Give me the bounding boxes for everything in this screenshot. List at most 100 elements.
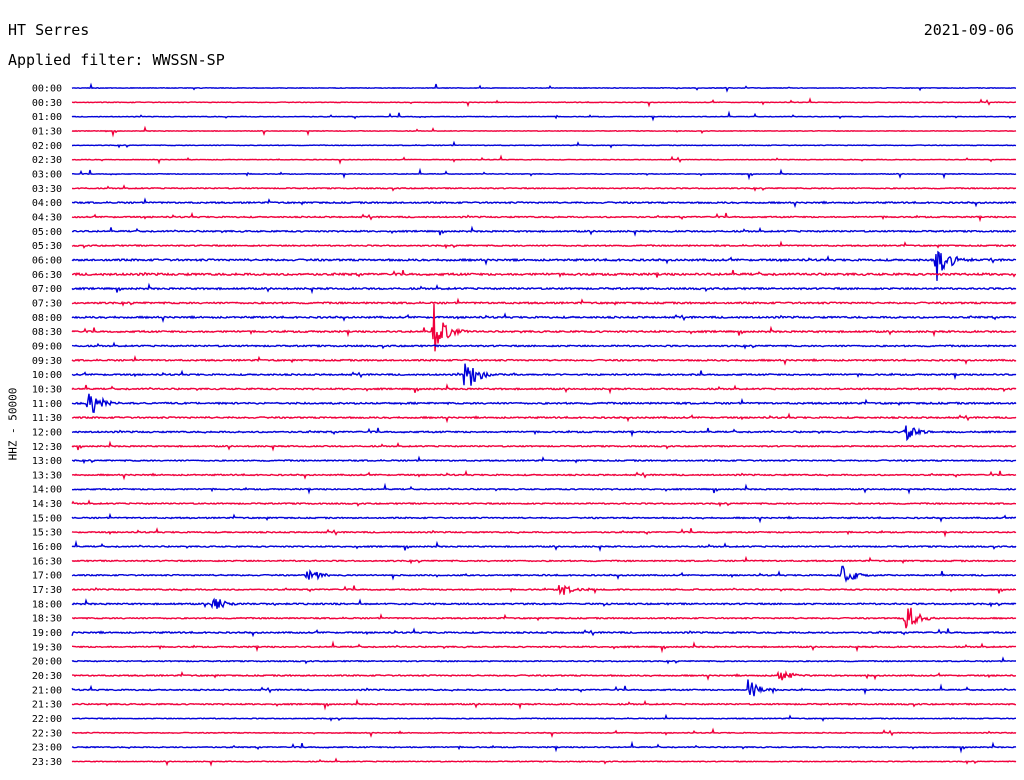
time-tick-label: 13:30 (32, 470, 62, 481)
trace-line (71, 440, 1017, 452)
trace-line (71, 211, 1017, 223)
trace-line (71, 383, 1017, 395)
time-tick-label: 15:00 (32, 513, 62, 524)
trace-line (71, 154, 1017, 165)
time-tick-label: 14:30 (32, 499, 62, 510)
time-tick-label: 06:00 (32, 255, 62, 266)
trace-line (71, 354, 1017, 366)
trace-line (71, 482, 1017, 495)
time-tick-label: 09:00 (32, 341, 62, 352)
date-label: 2021-09-06 (923, 21, 1014, 39)
time-tick-label: 18:00 (32, 599, 62, 610)
trace-line (71, 250, 1017, 281)
trace-line (71, 597, 1017, 610)
time-tick-label: 07:00 (32, 284, 62, 295)
trace-line (71, 607, 1017, 629)
trace-line (71, 727, 1017, 738)
time-tick-label: 01:00 (32, 112, 62, 123)
time-tick-label: 06:30 (32, 270, 62, 281)
time-tick-label: 10:30 (32, 384, 62, 395)
time-tick-label: 05:00 (32, 227, 62, 238)
trace-line (71, 97, 1017, 108)
trace-line (71, 184, 1017, 192)
time-tick-label: 03:00 (32, 169, 62, 180)
trace-line (72, 670, 1016, 681)
trace-line (71, 679, 1017, 697)
time-tick-label: 16:30 (32, 556, 62, 567)
trace-line (71, 713, 1016, 722)
trace-line (72, 140, 1017, 149)
trace-line (71, 555, 1017, 565)
time-tick-label: 16:00 (32, 542, 62, 553)
time-tick-label: 12:30 (32, 442, 62, 453)
trace-line (71, 167, 1017, 181)
trace-line (71, 499, 1016, 508)
trace-line (72, 640, 1017, 654)
time-tick-label: 13:00 (32, 456, 62, 467)
time-tick-label: 20:30 (32, 671, 62, 682)
time-tick-label: 01:30 (32, 126, 62, 137)
time-tick-label: 08:30 (32, 327, 62, 338)
trace-line (71, 341, 1017, 350)
trace-line (71, 469, 1017, 481)
trace-line (71, 527, 1017, 538)
trace-line (71, 225, 1017, 237)
trace-line (71, 282, 1017, 295)
time-tick-label: 17:30 (32, 585, 62, 596)
trace-line (71, 412, 1017, 424)
trace-line (71, 565, 1017, 583)
time-tick-label: 23:30 (32, 757, 62, 768)
time-tick-label: 08:00 (32, 313, 62, 324)
trace-line (71, 312, 1017, 324)
time-tick-label: 00:30 (32, 98, 62, 109)
trace-line (71, 656, 1016, 665)
time-tick-label: 11:00 (32, 399, 62, 410)
trace-line (71, 82, 1017, 93)
time-tick-label: 15:30 (32, 528, 62, 539)
time-tick-label: 22:00 (32, 714, 62, 725)
trace-line (71, 627, 1017, 638)
time-tick-label: 00:00 (32, 84, 62, 95)
time-tick-label: 19:00 (32, 628, 62, 639)
trace-line (71, 240, 1017, 250)
time-tick-label: 07:30 (32, 298, 62, 309)
time-tick-label: 21:00 (32, 685, 62, 696)
trace-line (71, 110, 1017, 122)
time-tick-label: 18:30 (32, 614, 62, 625)
time-tick-label: 23:00 (32, 743, 62, 754)
time-tick-label: 02:30 (32, 155, 62, 166)
time-tick-label: 02:00 (32, 141, 62, 152)
time-tick-label: 12:00 (32, 427, 62, 438)
trace-line (71, 455, 1017, 465)
station-title: HT Serres (8, 21, 90, 39)
time-tick-label: 19:30 (32, 642, 62, 653)
time-tick-label: 03:30 (32, 184, 62, 195)
trace-line (71, 740, 1017, 754)
time-tick-label: 09:30 (32, 356, 62, 367)
trace-line (71, 512, 1017, 524)
trace-line (71, 393, 1017, 414)
filter-label: Applied filter: WWSSN-SP (8, 51, 225, 69)
trace-line (72, 269, 1017, 278)
trace-line (71, 698, 1017, 711)
trace-line (71, 197, 1017, 209)
time-tick-label: 14:00 (32, 485, 62, 496)
trace-line (71, 125, 1017, 138)
time-tick-label: 17:00 (32, 571, 62, 582)
trace-line (71, 539, 1017, 552)
time-tick-label: 22:30 (32, 728, 62, 739)
trace-line (71, 363, 1017, 386)
time-tick-label: 05:30 (32, 241, 62, 252)
time-tick-label: 11:30 (32, 413, 62, 424)
time-tick-label: 04:00 (32, 198, 62, 209)
time-tick-label: 04:30 (32, 212, 62, 223)
trace-line (71, 303, 1017, 352)
trace-line (71, 297, 1017, 307)
trace-line (71, 584, 1017, 596)
trace-line (71, 757, 1017, 767)
time-tick-label: 10:00 (32, 370, 62, 381)
trace-line (71, 425, 1017, 442)
time-tick-label: 21:30 (32, 700, 62, 711)
time-tick-label: 20:00 (32, 657, 62, 668)
